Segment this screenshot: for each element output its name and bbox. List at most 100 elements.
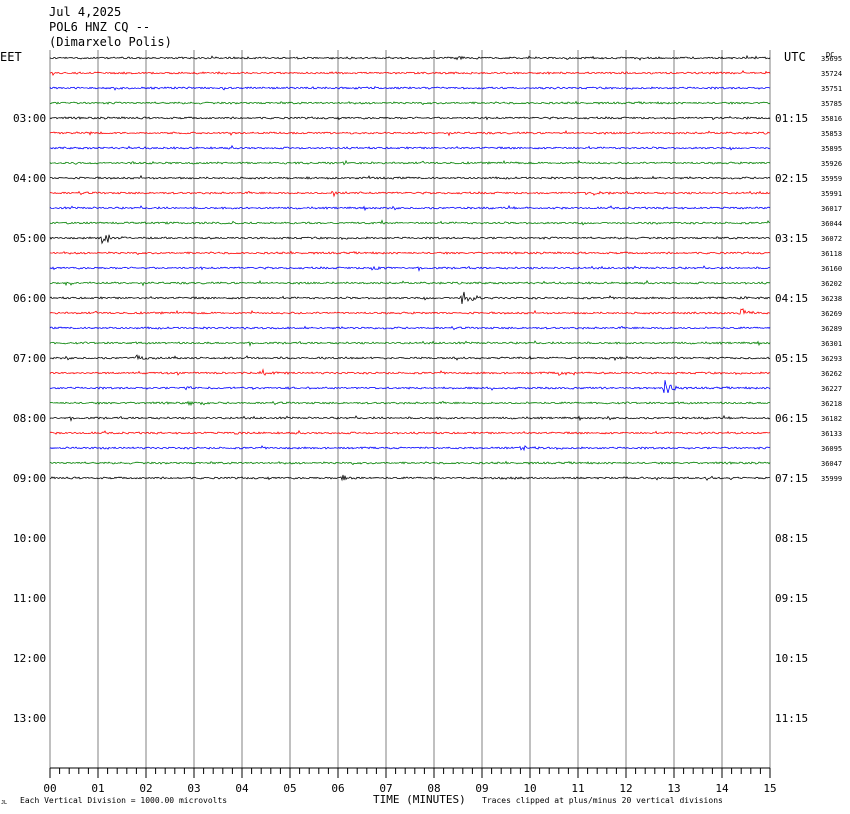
x-tick-label: 00 [43,782,56,795]
seismic-trace [49,100,771,106]
left-hour-label: 13:00 [13,712,46,725]
x-tick-label: 15 [763,782,776,795]
trace-offset-label: 36289 [821,325,842,333]
trace-offset-label: 36047 [821,460,842,468]
x-tick-label: 12 [619,782,632,795]
seismic-trace [49,414,771,422]
seismic-trace [49,159,771,166]
trace-offset-label: 36160 [821,265,842,273]
footer-clip-note: Traces clipped at plus/minus 20 vertical… [482,796,723,805]
header-date: Jul 4,2025 [49,5,122,19]
seismic-trace [50,279,771,287]
trace-offset-label: 36238 [821,295,842,303]
trace-offset-label: 35751 [821,85,842,93]
seismic-trace [49,130,771,137]
left-hour-label: 09:00 [13,472,46,485]
right-hour-label: 10:15 [775,652,808,665]
trace-offset-label: 35724 [821,70,842,78]
trace-offset-label: 36262 [821,370,842,378]
seismic-trace [49,85,771,91]
trace-offset-label: 36095 [821,445,842,453]
x-tick-label: 04 [235,782,249,795]
seismic-trace [49,291,771,305]
right-hour-label: 08:15 [775,532,808,545]
x-axis-label: TIME (MINUTES) [373,793,466,806]
seismic-trace [49,190,771,198]
seismic-trace [49,354,771,361]
trace-offset-label: 36072 [821,235,842,243]
right-hour-label: 05:15 [775,352,808,365]
right-hour-label: 04:15 [775,292,808,305]
left-hour-label: 03:00 [13,112,46,125]
corner-mark: JL [1,800,7,806]
trace-offset-label: 36218 [821,400,842,408]
seismic-trace [49,308,771,315]
right-hour-label: 01:15 [775,112,808,125]
grid [49,50,771,778]
x-tick-label: 10 [523,782,536,795]
trace-offset-label: 36017 [821,205,842,213]
right-hour-label: 07:15 [775,472,808,485]
footer-scale-note: Each Vertical Division = 1000.00 microvo… [20,796,227,805]
seismic-trace [49,429,771,435]
seismic-trace [49,234,771,245]
seismic-trace [49,116,771,121]
header-station: POL6 HNZ CQ -- [49,20,151,34]
right-hour-label: 02:15 [775,172,808,185]
seismic-trace [49,219,771,226]
x-tick-label: 02 [139,782,152,795]
seismic-trace [49,265,771,272]
seismic-trace [49,368,771,377]
seismic-trace [49,250,771,256]
trace-offset-label: 36301 [821,340,842,348]
trace-offset-label: 35695 [821,55,842,63]
left-hour-label: 07:00 [13,352,46,365]
x-tick-label: 08 [427,782,440,795]
x-tick-label: 07 [379,782,392,795]
seismic-trace [49,174,771,180]
x-tick-label: 14 [715,782,729,795]
seismic-trace [49,54,771,61]
trace-offset-label: 36118 [821,250,842,258]
header-location: (Dimarxelo Polis) [49,35,172,49]
seismic-trace [49,340,771,347]
left-zone-label: EET [0,50,22,64]
trace-offset-label: 36182 [821,415,842,423]
trace-offset-label: 35853 [821,130,842,138]
right-hour-label: 03:15 [775,232,808,245]
seismic-trace [49,460,771,466]
x-tick-label: 05 [283,782,296,795]
trace-offset-label: 35785 [821,100,842,108]
left-hour-label: 10:00 [13,532,46,545]
seismic-trace [49,325,771,331]
x-tick-label: 06 [331,782,344,795]
trace-offset-label: 36269 [821,310,842,318]
trace-offset-label: 35816 [821,115,842,123]
right-hour-label: 06:15 [775,412,808,425]
seismic-trace [49,204,771,212]
trace-offset-label: 35999 [821,475,842,483]
seismic-trace [49,380,771,394]
trace-offset-label: 35959 [821,175,842,183]
left-hour-label: 11:00 [13,592,46,605]
x-tick-label: 01 [91,782,104,795]
trace-offset-label: 36133 [821,430,842,438]
labels: 00 01 02 03 04 05 06 07 08 09 10 11 12 13 14 15 03:00 04:… [13,55,842,795]
seismic-trace [50,144,771,151]
left-hour-label: 04:00 [13,172,46,185]
trace-offset-label: 35926 [821,160,842,168]
right-hour-label: 11:15 [775,712,808,725]
seismic-trace [49,400,771,407]
trace-offset-label: 36293 [821,355,842,363]
right-zone-label: UTC [784,50,806,64]
traces [49,54,771,482]
x-tick-label: 13 [667,782,680,795]
corner-label: DC [826,51,834,59]
right-hour-label: 09:15 [775,592,808,605]
trace-offset-label: 36044 [821,220,842,228]
left-hour-label: 06:00 [13,292,46,305]
x-tick-label: 11 [571,782,584,795]
trace-offset-label: 36227 [821,385,842,393]
seismic-trace [49,445,771,452]
